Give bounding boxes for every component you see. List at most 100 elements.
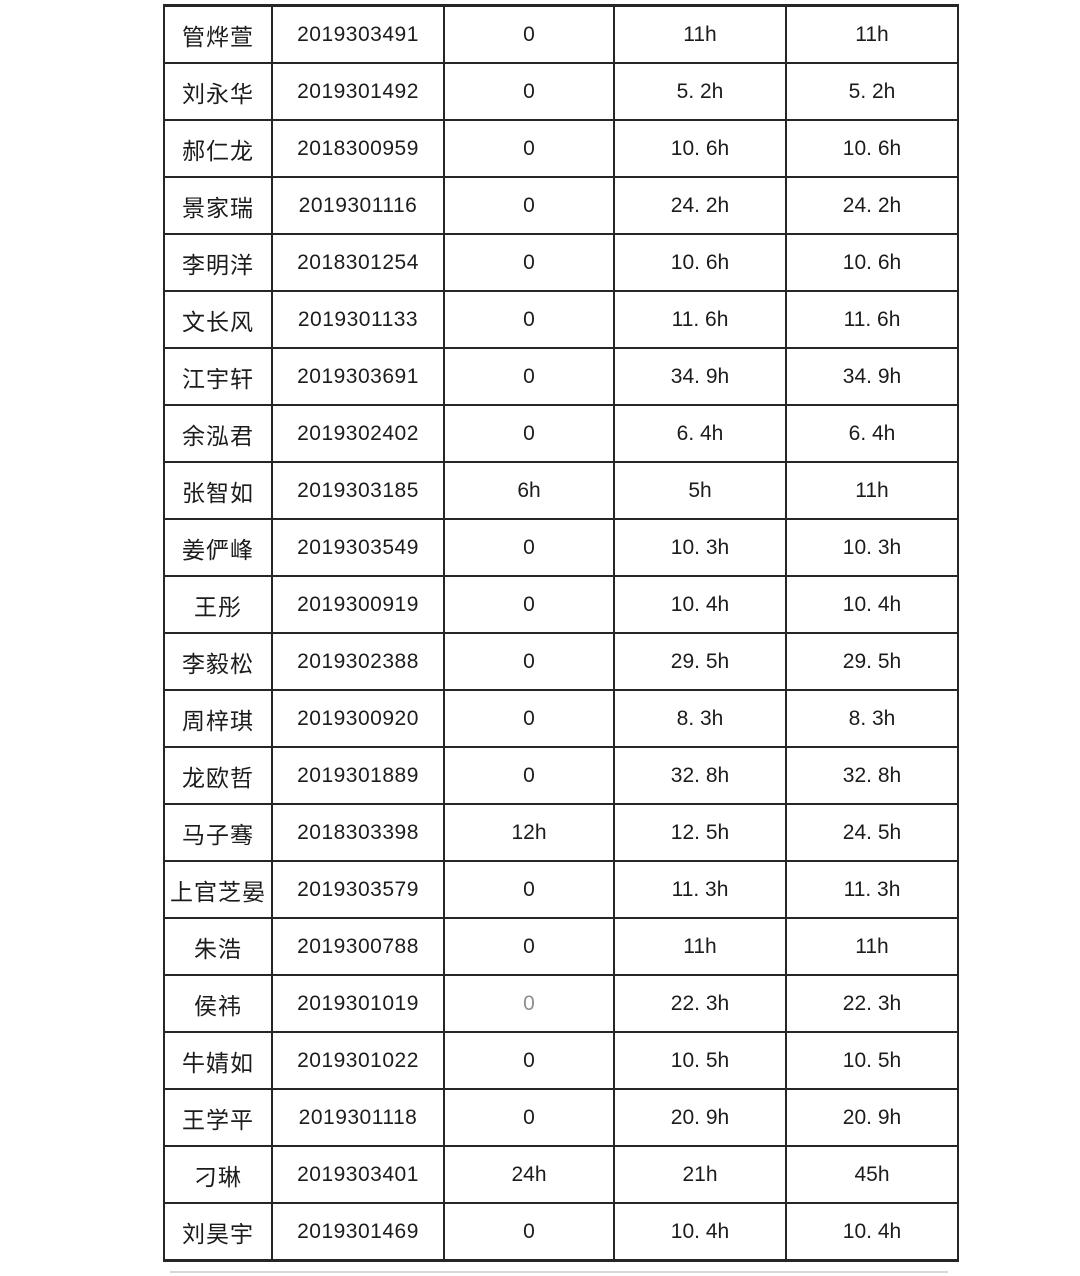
cell-hours-b: 11. 3h	[613, 860, 787, 919]
cell-name: 龙欧哲	[163, 746, 273, 805]
cell-hours-total: 20. 9h	[785, 1088, 959, 1147]
cell-hours-b: 11h	[613, 917, 787, 976]
table-row: 郝仁龙 2018300959 0 10. 6h 10. 6h	[163, 119, 959, 178]
cell-hours-b: 22. 3h	[613, 974, 787, 1033]
table-row: 周梓琪 2019300920 0 8. 3h 8. 3h	[163, 689, 959, 748]
cell-id: 2019303491	[271, 4, 445, 64]
cell-hours-a: 0	[443, 632, 615, 691]
cell-hours-a: 0	[443, 1088, 615, 1147]
cell-hours-total: 11h	[785, 4, 959, 64]
cell-hours-total: 10. 6h	[785, 233, 959, 292]
cell-id: 2019302402	[271, 404, 445, 463]
cell-hours-b: 6. 4h	[613, 404, 787, 463]
table-row: 刘永华 2019301492 0 5. 2h 5. 2h	[163, 62, 959, 121]
cell-id: 2019303549	[271, 518, 445, 577]
cell-hours-b: 10. 3h	[613, 518, 787, 577]
table-row: 刁琳 2019303401 24h 21h 45h	[163, 1145, 959, 1204]
cell-name: 朱浩	[163, 917, 273, 976]
cell-hours-b: 5. 2h	[613, 62, 787, 121]
table-row: 管烨萱 2019303491 0 11h 11h	[163, 4, 959, 64]
cell-name: 李明洋	[163, 233, 273, 292]
table-row: 景家瑞 2019301116 0 24. 2h 24. 2h	[163, 176, 959, 235]
cell-hours-total: 8. 3h	[785, 689, 959, 748]
table-row: 牛婧如 2019301022 0 10. 5h 10. 5h	[163, 1031, 959, 1090]
cell-hours-total: 11h	[785, 461, 959, 520]
cell-hours-a: 0	[443, 233, 615, 292]
cell-name: 王学平	[163, 1088, 273, 1147]
cell-id: 2019300788	[271, 917, 445, 976]
cell-name: 刁琳	[163, 1145, 273, 1204]
cell-id: 2019301022	[271, 1031, 445, 1090]
cell-hours-total: 32. 8h	[785, 746, 959, 805]
cell-id: 2019301118	[271, 1088, 445, 1147]
table-row: 侯祎 2019301019 0 22. 3h 22. 3h	[163, 974, 959, 1033]
cell-name: 管烨萱	[163, 4, 273, 64]
table-row: 张智如 2019303185 6h 5h 11h	[163, 461, 959, 520]
cell-id: 2019301116	[271, 176, 445, 235]
cell-name: 侯祎	[163, 974, 273, 1033]
table-row: 李明洋 2018301254 0 10. 6h 10. 6h	[163, 233, 959, 292]
cell-hours-b: 10. 4h	[613, 575, 787, 634]
cell-id: 2018301254	[271, 233, 445, 292]
cell-name: 李毅松	[163, 632, 273, 691]
cell-id: 2019301019	[271, 974, 445, 1033]
cell-hours-a: 0	[443, 917, 615, 976]
table-row: 江宇轩 2019303691 0 34. 9h 34. 9h	[163, 347, 959, 406]
cell-hours-a: 0	[443, 974, 615, 1033]
cell-hours-a: 0	[443, 860, 615, 919]
cell-hours-total: 22. 3h	[785, 974, 959, 1033]
cell-hours-a: 0	[443, 575, 615, 634]
cell-hours-b: 8. 3h	[613, 689, 787, 748]
cell-hours-a: 0	[443, 119, 615, 178]
cell-hours-a: 0	[443, 62, 615, 121]
cell-name: 余泓君	[163, 404, 273, 463]
cell-hours-a: 0	[443, 290, 615, 349]
cell-hours-total: 24. 2h	[785, 176, 959, 235]
cell-name: 景家瑞	[163, 176, 273, 235]
table-row: 姜俨峰 2019303549 0 10. 3h 10. 3h	[163, 518, 959, 577]
cell-id: 2019301492	[271, 62, 445, 121]
cell-hours-a: 0	[443, 746, 615, 805]
cell-hours-a: 0	[443, 518, 615, 577]
cell-hours-b: 34. 9h	[613, 347, 787, 406]
cell-id: 2019300919	[271, 575, 445, 634]
cell-hours-b: 29. 5h	[613, 632, 787, 691]
cell-name: 姜俨峰	[163, 518, 273, 577]
cell-name: 上官芝晏	[163, 860, 273, 919]
cell-hours-total: 10. 5h	[785, 1031, 959, 1090]
cell-id: 2019303401	[271, 1145, 445, 1204]
cell-id: 2019302388	[271, 632, 445, 691]
table-row: 王彤 2019300919 0 10. 4h 10. 4h	[163, 575, 959, 634]
cell-hours-a: 0	[443, 404, 615, 463]
cell-hours-total: 45h	[785, 1145, 959, 1204]
cell-hours-b: 10. 6h	[613, 119, 787, 178]
cell-name: 刘永华	[163, 62, 273, 121]
cell-hours-a: 12h	[443, 803, 615, 862]
cell-hours-total: 5. 2h	[785, 62, 959, 121]
cell-hours-b: 21h	[613, 1145, 787, 1204]
cell-hours-total: 24. 5h	[785, 803, 959, 862]
cell-hours-b: 20. 9h	[613, 1088, 787, 1147]
cell-hours-a: 0	[443, 689, 615, 748]
cell-hours-total: 10. 4h	[785, 1202, 959, 1262]
cell-hours-a: 0	[443, 347, 615, 406]
cell-name: 刘昊宇	[163, 1202, 273, 1262]
cell-name: 文长风	[163, 290, 273, 349]
cell-hours-b: 10. 4h	[613, 1202, 787, 1262]
cell-hours-b: 32. 8h	[613, 746, 787, 805]
cell-name: 张智如	[163, 461, 273, 520]
cell-hours-b: 11. 6h	[613, 290, 787, 349]
cell-name: 周梓琪	[163, 689, 273, 748]
cell-hours-b: 12. 5h	[613, 803, 787, 862]
cell-name: 江宇轩	[163, 347, 273, 406]
table-row: 王学平 2019301118 0 20. 9h 20. 9h	[163, 1088, 959, 1147]
cell-id: 2019301133	[271, 290, 445, 349]
cell-hours-b: 24. 2h	[613, 176, 787, 235]
table-row: 上官芝晏 2019303579 0 11. 3h 11. 3h	[163, 860, 959, 919]
cell-id: 2019303691	[271, 347, 445, 406]
cell-id: 2019303579	[271, 860, 445, 919]
cell-hours-total: 10. 3h	[785, 518, 959, 577]
cell-hours-b: 10. 6h	[613, 233, 787, 292]
table-row: 李毅松 2019302388 0 29. 5h 29. 5h	[163, 632, 959, 691]
